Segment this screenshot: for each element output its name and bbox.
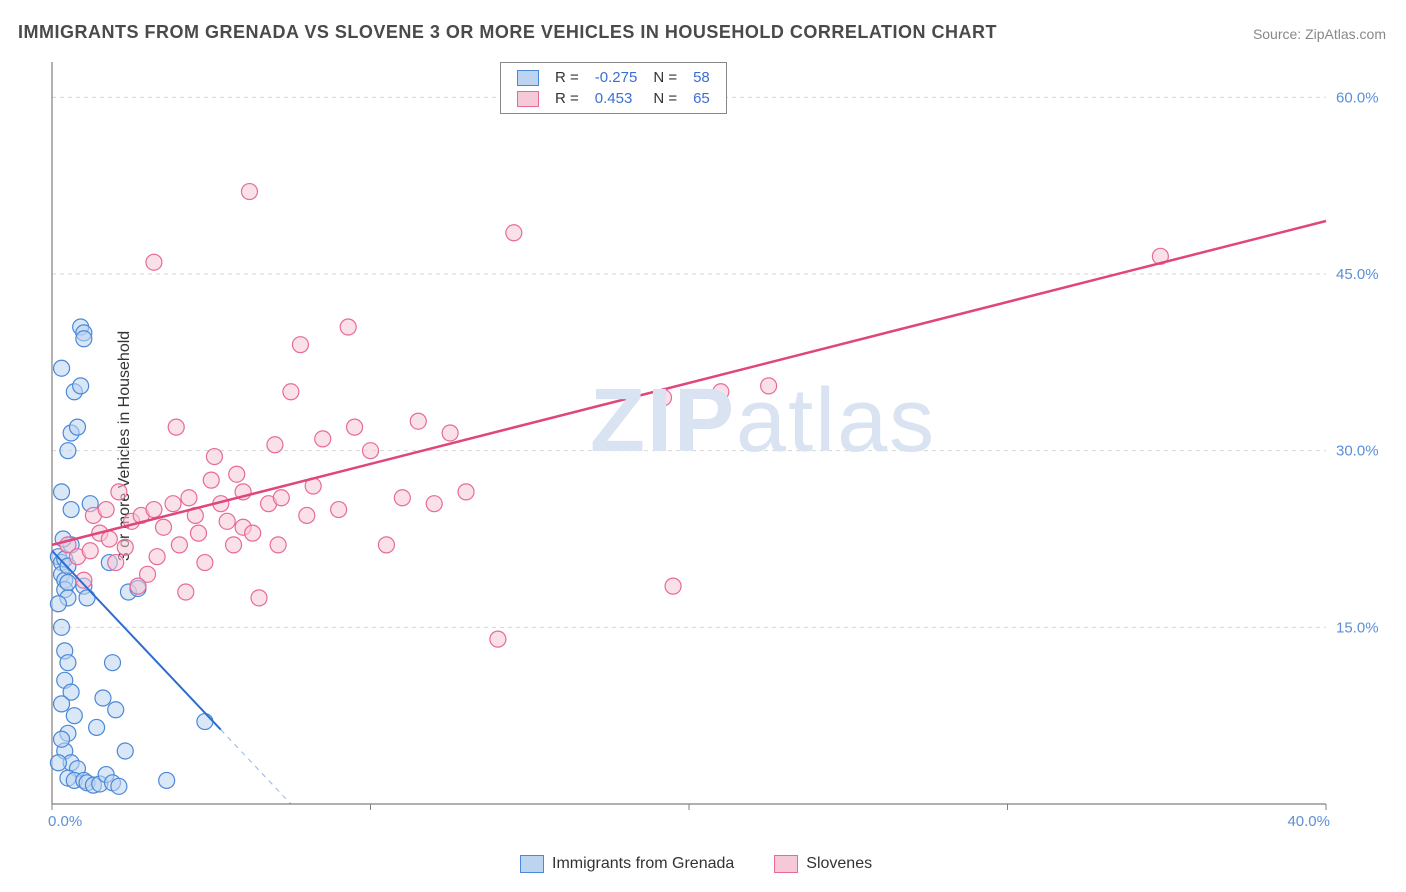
svg-text:30.0%: 30.0% xyxy=(1336,443,1379,460)
svg-text:15.0%: 15.0% xyxy=(1336,619,1379,636)
svg-text:40.0%: 40.0% xyxy=(1287,813,1330,830)
svg-text:60.0%: 60.0% xyxy=(1336,89,1379,106)
series-legend: Immigrants from GrenadaSlovenes xyxy=(520,855,912,873)
correlation-legend: R =-0.275 N =58 R =0.453 N =65 xyxy=(500,62,727,114)
svg-text:45.0%: 45.0% xyxy=(1336,266,1379,283)
chart-title: IMMIGRANTS FROM GRENADA VS SLOVENE 3 OR … xyxy=(18,22,997,43)
svg-text:0.0%: 0.0% xyxy=(48,813,82,830)
scatter-plot: 15.0% 30.0% 45.0% 60.0% 0.0% 40.0% xyxy=(48,58,1386,836)
chart-source: Source: ZipAtlas.com xyxy=(1253,26,1386,42)
